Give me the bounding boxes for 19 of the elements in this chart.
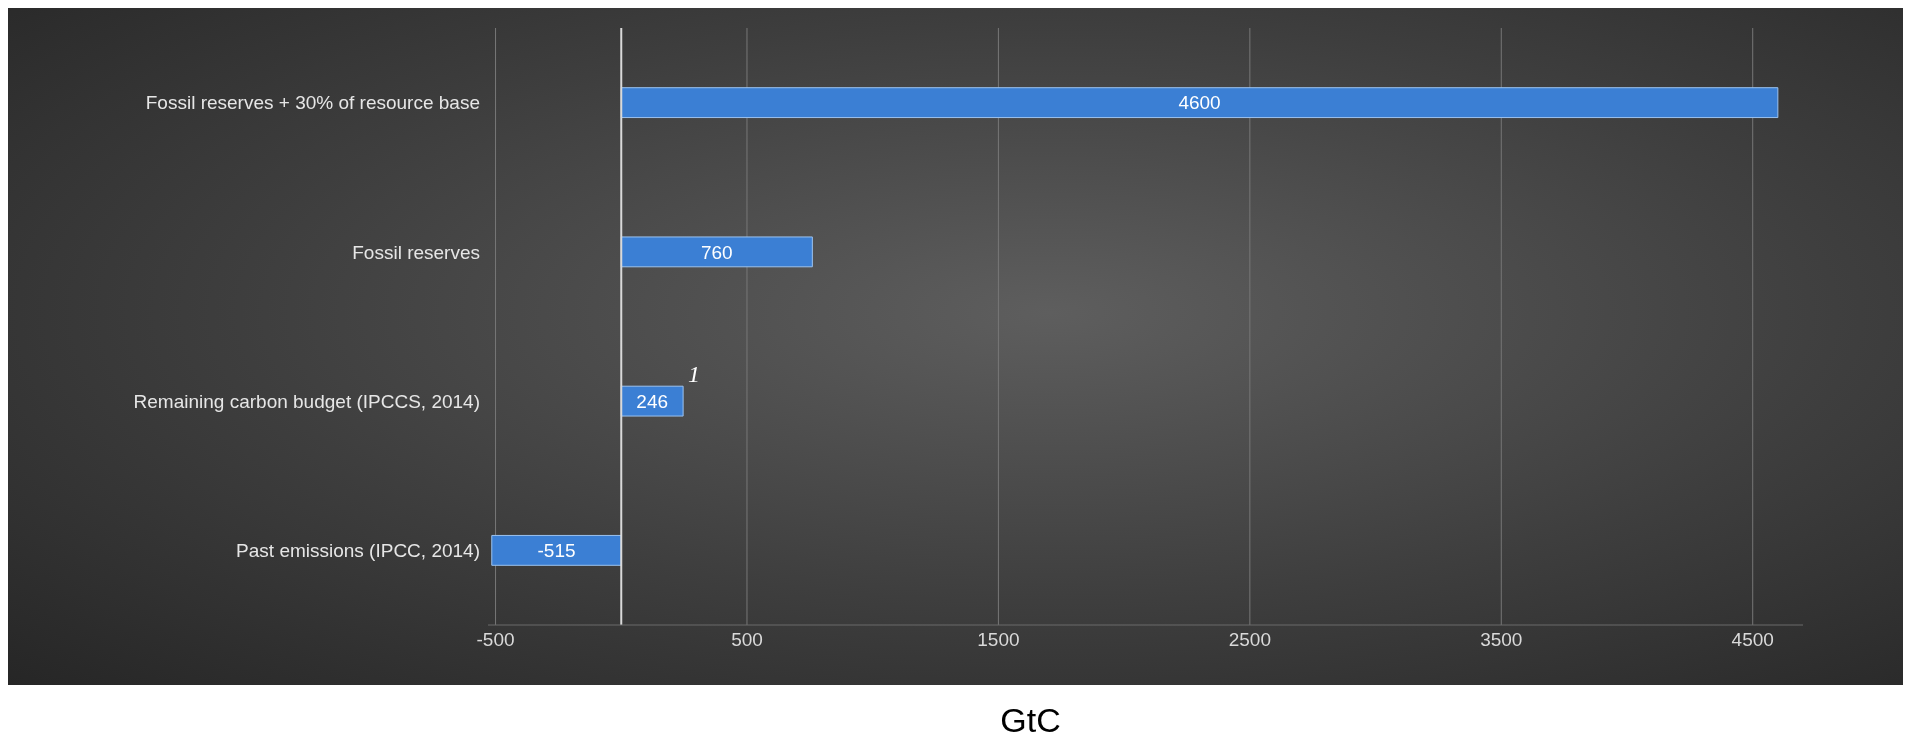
bar (620, 236, 813, 268)
bar (620, 87, 1779, 119)
bar (491, 534, 622, 566)
x-tick-label: 3500 (1480, 629, 1523, 651)
x-tick-label: 1500 (977, 629, 1020, 651)
data-label: 4600 (1178, 92, 1221, 114)
y-tick-label: Remaining carbon budget (IPCCS, 2014) (133, 390, 480, 412)
annotation: 1 (688, 360, 701, 387)
x-tick-label: -500 (476, 629, 515, 651)
x-axis-title: GtC (999, 701, 1062, 740)
data-label: -515 (537, 540, 576, 562)
x-tick-label: 2500 (1228, 629, 1271, 651)
data-label: 760 (700, 241, 733, 263)
y-tick-label: Fossil reserves (352, 241, 480, 263)
data-label: 246 (636, 390, 669, 412)
y-tick-label: Past emissions (IPCC, 2014) (236, 540, 480, 562)
x-tick-label: 4500 (1731, 629, 1774, 651)
x-tick-label: 500 (731, 629, 763, 651)
y-tick-label: Fossil reserves + 30% of resource base (145, 92, 480, 114)
